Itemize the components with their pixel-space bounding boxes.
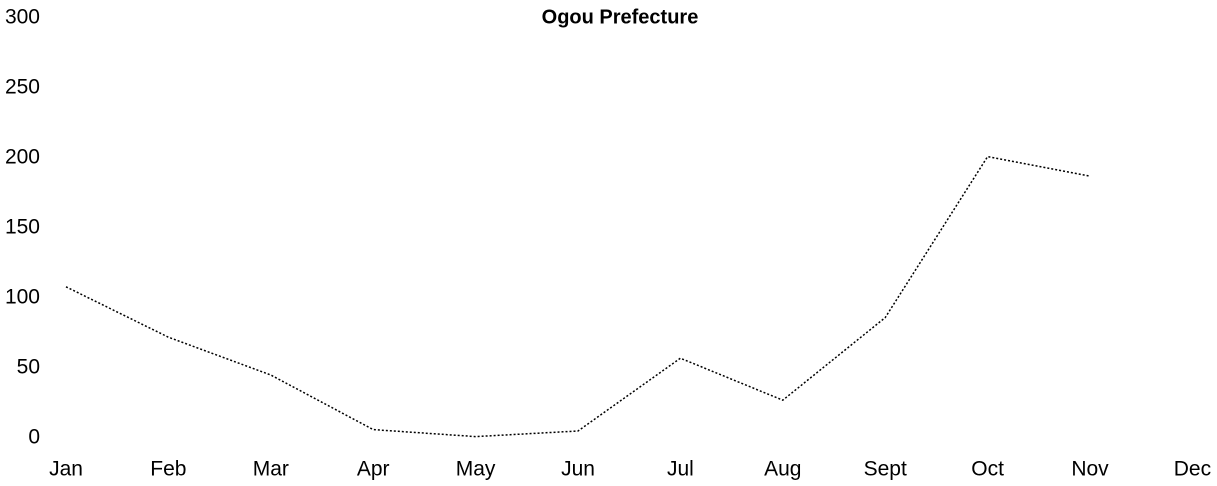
y-tick-label: 150 — [5, 216, 40, 239]
x-tick-label: Sept — [864, 458, 907, 481]
data-line — [65, 155, 1091, 438]
chart-title: Ogou Prefecture — [542, 6, 699, 28]
x-tick-label: Dec — [1174, 458, 1211, 481]
x-tick-label: Aug — [764, 458, 801, 481]
y-tick-label: 250 — [5, 76, 40, 99]
x-tick-label: May — [456, 458, 496, 481]
y-tick-label: 0 — [28, 426, 40, 449]
y-tick-label: 100 — [5, 286, 40, 309]
y-tick-label: 300 — [5, 6, 40, 29]
x-tick-label: Mar — [253, 458, 289, 481]
x-tick-label: Jul — [667, 458, 694, 481]
y-tick-label: 50 — [17, 356, 40, 379]
x-tick-label: Jan — [49, 458, 83, 481]
x-tick-label: Feb — [150, 458, 186, 481]
y-tick-label: 200 — [5, 146, 40, 169]
x-tick-label: Jun — [561, 458, 595, 481]
x-tick-label: Nov — [1071, 458, 1109, 481]
x-tick-label: Apr — [357, 458, 390, 481]
x-tick-label: Oct — [971, 458, 1004, 481]
